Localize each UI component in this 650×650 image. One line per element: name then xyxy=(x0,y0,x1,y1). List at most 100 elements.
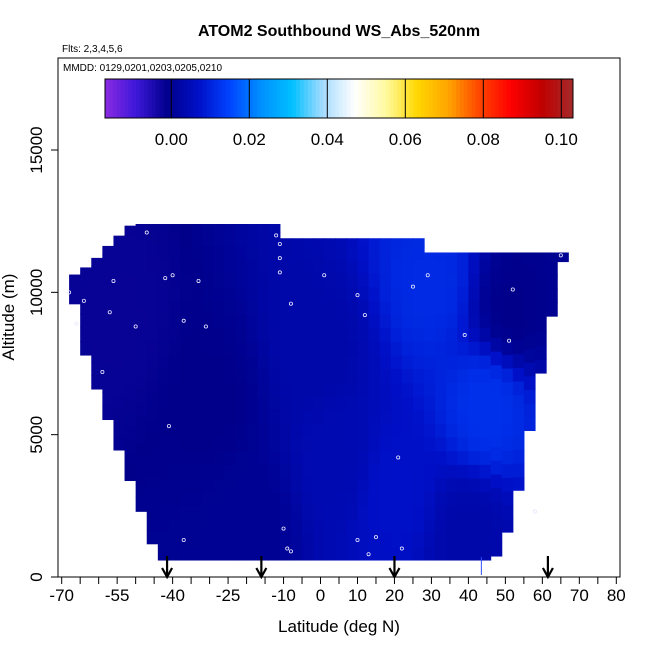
heat-cell xyxy=(479,259,492,274)
heat-cell xyxy=(202,423,214,438)
heat-cell xyxy=(379,238,392,247)
sample-point xyxy=(67,290,72,295)
heat-cell xyxy=(368,436,381,452)
heat-cell xyxy=(224,423,237,438)
heat-cell xyxy=(290,300,303,315)
heat-cell xyxy=(457,409,470,424)
heat-cell xyxy=(390,245,403,260)
heat-cell xyxy=(479,327,492,342)
heat-cell xyxy=(235,245,248,260)
heat-cell xyxy=(313,450,325,465)
heat-cell xyxy=(213,423,225,438)
heat-cell xyxy=(146,448,159,463)
heat-cell xyxy=(257,231,270,247)
heat-cell xyxy=(224,231,237,247)
colorbar-segment xyxy=(303,79,309,118)
heat-cell xyxy=(257,224,270,233)
heat-cell xyxy=(202,272,214,288)
heat-cell xyxy=(224,395,237,411)
heat-cell xyxy=(80,300,92,315)
colorbar-segment xyxy=(428,79,434,118)
heat-cell xyxy=(468,354,481,370)
heat-cell xyxy=(379,395,392,411)
colorbar-segment xyxy=(198,79,203,118)
heat-cell xyxy=(268,409,281,424)
heat-cell xyxy=(246,313,259,329)
heat-cell xyxy=(523,362,536,377)
heat-cell xyxy=(224,368,237,383)
heat-cell xyxy=(168,532,181,547)
heat-cell xyxy=(512,380,525,396)
heat-cell xyxy=(180,505,192,520)
heat-cell xyxy=(468,382,481,397)
heat-cell xyxy=(313,354,325,370)
heat-cell xyxy=(290,436,303,452)
heat-cell xyxy=(401,423,414,438)
heat-cell xyxy=(446,491,458,506)
heat-cell xyxy=(468,491,481,506)
heat-cell xyxy=(512,326,525,341)
heat-cell xyxy=(534,291,547,306)
heat-cell xyxy=(224,286,237,301)
heat-cell xyxy=(390,546,403,561)
heat-cell xyxy=(168,436,181,452)
heat-cell xyxy=(224,436,237,452)
heat-cell xyxy=(135,401,148,417)
heat-cell xyxy=(235,477,248,493)
heat-cell xyxy=(146,420,159,435)
heat-cell xyxy=(412,450,425,465)
heat-cell xyxy=(157,341,170,356)
heat-cell xyxy=(390,300,403,315)
heat-cell xyxy=(224,224,237,233)
heat-cell xyxy=(302,341,314,356)
heat-cell xyxy=(302,238,314,247)
heat-cell xyxy=(490,337,503,352)
sample-point xyxy=(274,233,279,238)
heat-cell xyxy=(512,462,525,478)
heat-cell xyxy=(157,546,170,561)
sample-point xyxy=(396,455,401,460)
heat-cell xyxy=(102,392,115,407)
heat-cell xyxy=(501,272,514,287)
heat-cell xyxy=(146,311,159,326)
heat-cell xyxy=(279,286,292,301)
heat-cell xyxy=(191,491,203,506)
heat-cell xyxy=(135,292,148,307)
heat-cell xyxy=(424,436,436,452)
heat-cell xyxy=(446,382,458,397)
heat-cell xyxy=(113,258,126,273)
colorbar-segment xyxy=(471,79,476,118)
heat-cell xyxy=(424,252,436,260)
heat-cell xyxy=(335,409,347,424)
heat-cell xyxy=(357,436,370,452)
heat-cell xyxy=(335,368,347,383)
heat-cell xyxy=(324,491,336,506)
heat-cell xyxy=(124,225,137,236)
heat-cell xyxy=(202,464,214,479)
colorbar-segment xyxy=(108,79,114,118)
heat-cell xyxy=(357,259,370,274)
heat-cell xyxy=(335,450,347,465)
colorbar-segment xyxy=(506,79,512,118)
heat-cell xyxy=(424,354,436,370)
heat-cell xyxy=(102,405,115,421)
heat-cell xyxy=(302,477,314,493)
heat-cell xyxy=(379,341,392,356)
heat-cell xyxy=(257,450,270,465)
heat-cell xyxy=(135,374,148,389)
heat-cell xyxy=(235,368,248,383)
sample-point xyxy=(288,549,293,554)
heat-cell xyxy=(390,518,403,534)
heat-cell xyxy=(146,297,159,312)
heat-cell xyxy=(313,382,325,397)
heat-cell xyxy=(324,395,336,411)
heat-cell xyxy=(457,272,470,288)
heat-cell xyxy=(135,224,148,225)
heat-cell xyxy=(213,354,225,370)
sample-point xyxy=(366,552,371,557)
heat-cell xyxy=(479,252,492,260)
heat-cell xyxy=(446,354,458,370)
heat-cell xyxy=(246,395,259,411)
heat-cell xyxy=(302,395,314,411)
heat-cell xyxy=(279,300,292,315)
